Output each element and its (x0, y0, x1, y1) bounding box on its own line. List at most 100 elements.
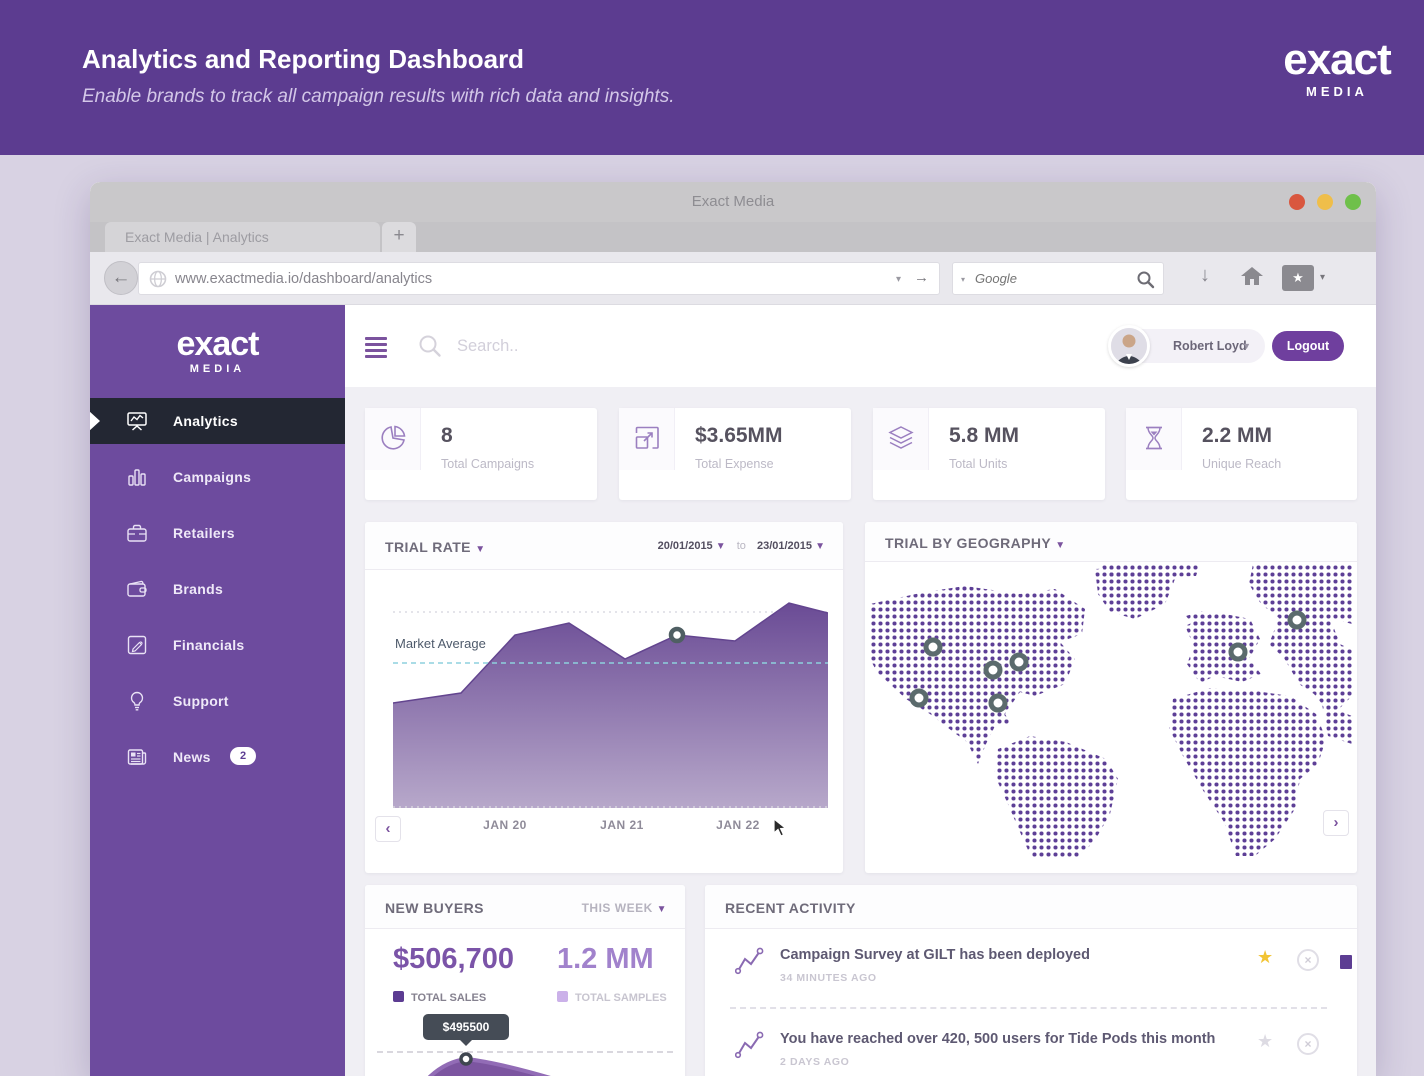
chevron-down-icon: ▼ (1055, 540, 1066, 551)
menu-icon[interactable] (365, 337, 387, 361)
minimize-window-button[interactable] (1317, 194, 1333, 210)
market-average-label: Market Average (395, 636, 486, 651)
buyers-dome-chart (365, 1051, 685, 1076)
star-icon[interactable]: ★ (1257, 947, 1274, 967)
new-tab-button[interactable]: + (382, 222, 416, 252)
hero-banner: Analytics and Reporting Dashboard Enable… (0, 0, 1424, 155)
scrollbar-thumb[interactable] (1340, 955, 1352, 969)
wallet-icon (127, 580, 147, 597)
dome-point-marker[interactable] (459, 1052, 473, 1066)
sidebar-item-retailers[interactable]: Retailers (90, 510, 345, 556)
sidebar-item-campaigns[interactable]: Campaigns (90, 454, 345, 500)
recent-activity-panel: RECENT ACTIVITY Campaign Survey at GILT … (705, 885, 1357, 1076)
total-samples-legend: TOTAL SAMPLES (557, 991, 667, 1004)
activity-item[interactable]: Campaign Survey at GILT has been deploye… (705, 929, 1357, 1007)
downloads-icon[interactable]: ↓ (1200, 264, 1210, 286)
star-icon[interactable]: ★ (1257, 1031, 1274, 1051)
stat-card-total-campaigns: 8 Total Campaigns (365, 408, 597, 500)
geography-title[interactable]: TRIAL BY GEOGRAPHY ▼ (885, 535, 1066, 551)
stat-label: Total Units (949, 457, 1008, 471)
stat-value: 5.8 MM (949, 424, 1020, 447)
x-axis-label: JAN 22 (716, 818, 760, 832)
magnifier-icon[interactable] (1136, 270, 1155, 289)
presentation-chart-icon (127, 412, 147, 431)
avatar[interactable] (1108, 325, 1150, 367)
trial-rate-title[interactable]: TRIAL RATE ▼ (385, 539, 486, 555)
chevron-down-icon: ▼ (1242, 341, 1251, 351)
geo-marker (988, 693, 1008, 713)
stat-label: Unique Reach (1202, 457, 1282, 471)
browser-tabrow: Exact Media | Analytics + (90, 222, 1376, 252)
sidebar-item-support[interactable]: Support (90, 678, 345, 724)
sidebar-item-brands[interactable]: Brands (90, 566, 345, 612)
url-field[interactable]: ▾ → (138, 262, 940, 295)
bookmarks-icon[interactable]: ★ (1282, 265, 1314, 291)
go-arrow-icon[interactable]: → (914, 269, 929, 286)
home-icon[interactable] (1240, 265, 1264, 287)
sidebar-logo-subtext: MEDIA (189, 363, 246, 375)
url-dropdown-icon[interactable]: ▾ (895, 274, 901, 285)
browser-search-input[interactable] (975, 263, 1115, 294)
date-from[interactable]: 20/01/2015 (657, 540, 713, 552)
pencil-square-icon (127, 635, 147, 655)
x-axis-label: JAN 20 (483, 818, 527, 832)
sidebar-item-news[interactable]: News 2 (90, 734, 345, 780)
samples-legend-swatch (557, 991, 568, 1002)
chevron-down-icon: ▼ (656, 904, 667, 915)
stat-card-total-units: 5.8 MM Total Units (873, 408, 1105, 500)
line-chart-icon (735, 1031, 764, 1059)
area-series-line (392, 602, 829, 704)
activity-time: 34 MINUTES AGO (780, 972, 877, 984)
geo-marker (909, 688, 929, 708)
logo-text: exact (1283, 35, 1392, 84)
sidebar-logo: exact MEDIA (90, 327, 345, 375)
date-to[interactable]: 23/01/2015 (756, 540, 813, 552)
dismiss-icon[interactable]: × (1297, 949, 1319, 971)
geo-marker (1009, 652, 1029, 672)
dismiss-icon[interactable]: × (1297, 1033, 1319, 1055)
trial-rate-panel: TRIAL RATE ▼ 20/01/2015 ▼ to 23/01/2015 … (365, 522, 843, 873)
hourglass-icon (1146, 426, 1162, 450)
activity-text: You have reached over 420, 500 users for… (780, 1031, 1216, 1047)
close-window-button[interactable] (1289, 194, 1305, 210)
geo-marker (1287, 610, 1307, 630)
zoom-window-button[interactable] (1345, 194, 1361, 210)
sidebar-logo-text: exact (176, 325, 260, 363)
bookmarks-dropdown-icon[interactable]: ▾ (1320, 272, 1326, 283)
chevron-down-icon: ▼ (475, 544, 486, 555)
total-samples-value: 1.2 MM (557, 943, 654, 975)
sidebar-item-label: Support (173, 693, 229, 709)
recent-activity-title: RECENT ACTIVITY (725, 900, 856, 916)
browser-search-field[interactable]: ▾ (952, 262, 1164, 295)
geo-markers[interactable] (909, 610, 1307, 713)
map-next-button[interactable]: › (1323, 810, 1349, 836)
sidebar-item-analytics[interactable]: Analytics (90, 398, 345, 444)
window-title: Exact Media (691, 193, 775, 210)
period-selector[interactable]: THIS WEEK ▼ (581, 901, 667, 915)
logout-button[interactable]: Logout (1272, 331, 1344, 361)
back-button[interactable]: ← (104, 261, 138, 295)
date-range-separator: to (736, 540, 746, 552)
data-point-marker[interactable] (668, 626, 686, 644)
date-range-picker[interactable]: 20/01/2015 ▼ to 23/01/2015 ▼ (658, 540, 825, 552)
world-dot-map (870, 564, 1352, 859)
divider (730, 1007, 1327, 1009)
url-input[interactable] (175, 263, 775, 294)
sidebar-item-label: Financials (173, 637, 245, 653)
stat-value: $3.65MM (695, 424, 783, 447)
dashboard-content: 8 Total Campaigns $3.65MM Total Expense (345, 387, 1376, 1076)
new-buyers-panel: NEW BUYERS THIS WEEK ▼ $506,700 1.2 MM T… (365, 885, 685, 1076)
geo-marker (923, 637, 943, 657)
chart-prev-button[interactable]: ‹ (375, 816, 401, 842)
browser-tab[interactable]: Exact Media | Analytics (105, 222, 380, 252)
continents (870, 564, 1352, 859)
trial-by-geography-panel: TRIAL BY GEOGRAPHY ▼ (865, 522, 1357, 873)
chevron-down-icon: ▼ (715, 541, 726, 552)
activity-item[interactable]: You have reached over 420, 500 users for… (705, 1013, 1357, 1076)
activity-time: 2 DAYS AGO (780, 1056, 850, 1068)
search-input[interactable] (457, 331, 757, 361)
stat-label: Total Campaigns (441, 457, 535, 471)
sidebar-item-financials[interactable]: Financials (90, 622, 345, 668)
search-engine-dropdown-icon[interactable]: ▾ (961, 275, 966, 284)
